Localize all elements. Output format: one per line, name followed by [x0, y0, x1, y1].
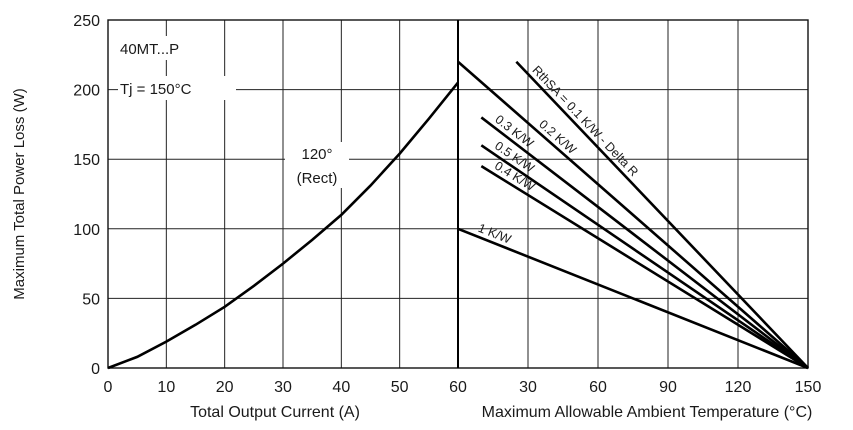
device-label: 40MT...P — [120, 41, 179, 58]
x-tick-label-current: 0 — [104, 379, 113, 396]
y-axis-title: Maximum Total Power Loss (W) — [11, 88, 28, 299]
thermal-resistance-line — [457, 60, 809, 369]
x-axis-title-temperature: Maximum Allowable Ambient Temperature (°… — [482, 404, 813, 421]
y-tick-label: 150 — [73, 152, 100, 169]
thermal-resistance-line — [480, 116, 809, 370]
x-tick-label-current: 40 — [332, 379, 350, 396]
x-tick-label-current: 20 — [216, 379, 234, 396]
thermal-resistance-labels: RthSA = 0.1 K/W - Delta R0.2 K/W0.3 K/W0… — [476, 63, 641, 247]
power-loss-curve — [107, 81, 460, 370]
x-tick-label-current: 30 — [274, 379, 292, 396]
thermal-resistance-line — [515, 60, 809, 369]
y-tick-label: 250 — [73, 13, 100, 30]
thermal-resistance-line — [480, 144, 809, 370]
chart-marks — [107, 60, 809, 370]
x-axis-title-current: Total Output Current (A) — [190, 404, 360, 421]
x-tick-label-temperature: 60 — [589, 379, 607, 396]
thermal-resistance-line — [457, 227, 809, 370]
junction-temperature-label: Tj = 150°C — [120, 81, 192, 98]
y-tick-label: 200 — [73, 83, 100, 100]
thermal-resistance-line — [480, 165, 809, 370]
y-tick-label: 100 — [73, 222, 100, 239]
curve-label-background — [285, 142, 349, 188]
tj-label-background — [118, 76, 236, 100]
x-tick-label-current: 50 — [391, 379, 409, 396]
x-tick-label-current: 10 — [157, 379, 175, 396]
device-label-background — [118, 36, 200, 60]
x-tick-label-temperature: 60 — [449, 379, 467, 396]
x-tick-label-temperature: 120 — [725, 379, 752, 396]
curve-label-angle: 120° — [301, 146, 332, 163]
x-tick-label-temperature: 90 — [659, 379, 677, 396]
tick-labels: 0 50 100 150 200 250 0 10 20 30 40 50 60 30 60 90 120 150 — [73, 13, 821, 396]
curve-label-rect: (Rect) — [297, 170, 338, 187]
y-tick-label: 0 — [91, 361, 100, 378]
x-tick-label-temperature: 30 — [519, 379, 537, 396]
x-tick-label-temperature: 150 — [795, 379, 822, 396]
y-tick-label: 50 — [82, 291, 100, 308]
